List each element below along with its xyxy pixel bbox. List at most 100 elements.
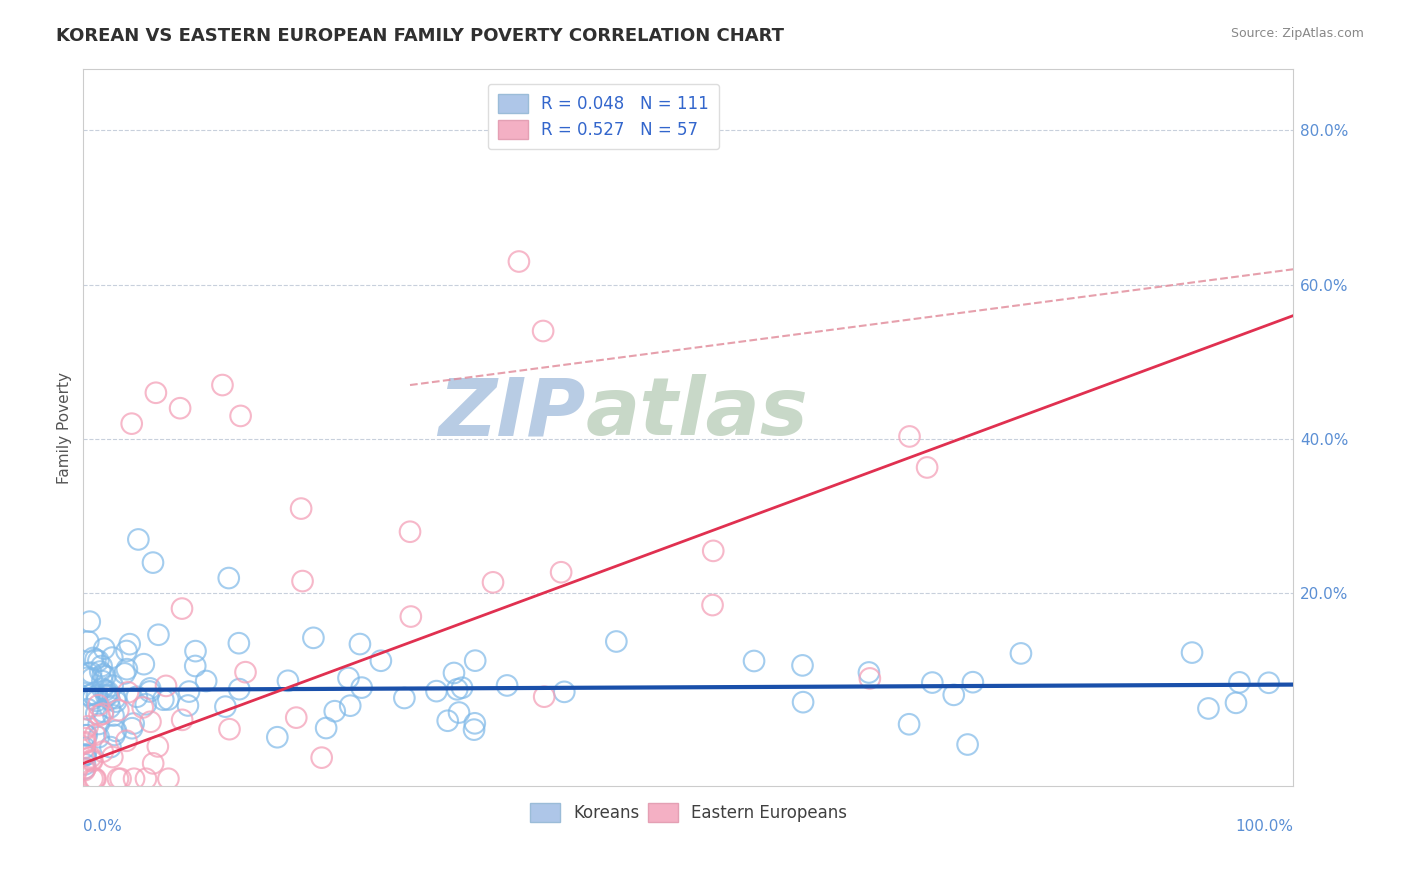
Point (139, 684, 162, 698)
Point (91, 745, 114, 759)
Point (125, 690, 148, 704)
Point (91, 706, 114, 721)
Point (80, 672, 103, 686)
Text: Source: ZipAtlas.com: Source: ZipAtlas.com (1230, 27, 1364, 40)
Point (157, 772, 180, 786)
Point (533, 690, 555, 704)
Point (84, 772, 107, 786)
Point (80, 750, 103, 764)
Point (792, 695, 814, 709)
Point (87, 730, 110, 744)
Point (496, 678, 519, 692)
Point (142, 556, 165, 570)
Point (101, 750, 124, 764)
Point (114, 666, 136, 681)
Point (103, 708, 125, 723)
Point (80, 753, 103, 767)
Point (91, 674, 114, 689)
Point (73, 762, 96, 776)
Point (91, 681, 114, 696)
Point (115, 733, 138, 747)
Point (122, 772, 145, 786)
Point (858, 665, 880, 680)
Point (103, 728, 125, 742)
Point (1227, 675, 1250, 690)
Point (121, 417, 143, 431)
Point (87, 698, 110, 713)
Point (792, 658, 814, 673)
Point (962, 675, 984, 690)
Point (859, 672, 882, 686)
Point (104, 691, 127, 706)
Point (121, 721, 143, 735)
Point (425, 684, 447, 698)
Point (531, 324, 554, 338)
Point (148, 628, 170, 642)
Point (91, 667, 114, 681)
Point (169, 401, 191, 416)
Point (110, 772, 132, 786)
Point (1010, 647, 1032, 661)
Point (94, 683, 117, 698)
Point (73, 757, 96, 772)
Point (311, 750, 333, 764)
Point (436, 714, 458, 728)
Point (370, 654, 392, 668)
Point (79, 615, 101, 629)
Point (73, 737, 96, 751)
Point (235, 665, 257, 680)
Point (146, 739, 169, 754)
Point (290, 501, 312, 516)
Point (75, 747, 97, 762)
Point (90, 659, 112, 673)
Point (285, 711, 308, 725)
Point (1197, 701, 1219, 715)
Point (1181, 646, 1204, 660)
Point (155, 679, 177, 693)
Point (177, 684, 200, 698)
Point (915, 460, 938, 475)
Point (91, 705, 114, 719)
Point (139, 681, 162, 696)
Point (550, 566, 572, 580)
Point (350, 681, 373, 695)
Point (898, 429, 921, 443)
Point (464, 654, 486, 668)
Point (86, 689, 108, 703)
Point (394, 691, 416, 706)
Point (349, 637, 371, 651)
Point (93, 641, 115, 656)
Y-axis label: Family Poverty: Family Poverty (58, 371, 72, 483)
Point (446, 682, 468, 697)
Point (76, 728, 98, 742)
Point (107, 703, 129, 717)
Point (104, 723, 127, 738)
Point (122, 716, 145, 731)
Point (98, 700, 121, 714)
Point (337, 671, 360, 685)
Point (152, 692, 174, 706)
Text: KOREAN VS EASTERN EUROPEAN FAMILY POVERTY CORRELATION CHART: KOREAN VS EASTERN EUROPEAN FAMILY POVERT… (56, 27, 785, 45)
Point (79, 689, 101, 703)
Point (464, 716, 486, 731)
Point (76, 702, 98, 716)
Point (139, 714, 162, 729)
Point (553, 685, 575, 699)
Point (291, 574, 314, 588)
Point (75, 735, 97, 749)
Point (302, 631, 325, 645)
Point (89, 708, 111, 723)
Point (82, 687, 104, 701)
Point (443, 665, 465, 680)
Text: 100.0%: 100.0% (1236, 819, 1294, 834)
Point (605, 634, 627, 648)
Point (339, 698, 361, 713)
Point (132, 657, 155, 672)
Point (277, 673, 299, 688)
Point (97, 688, 120, 702)
Point (921, 675, 943, 690)
Point (177, 698, 200, 713)
Point (172, 713, 194, 727)
Point (86, 694, 108, 708)
Point (942, 688, 965, 702)
